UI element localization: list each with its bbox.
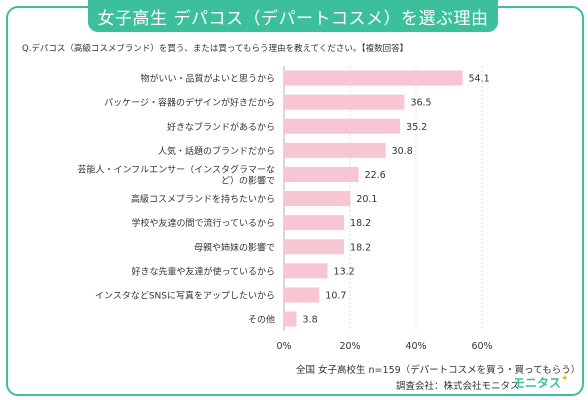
value-label: 18.2: [350, 218, 371, 229]
bar: [284, 311, 297, 327]
x-tick-label: 0%: [276, 341, 291, 352]
category-label: パッケージ・容器のデザインが好きだから: [104, 97, 275, 109]
x-tick-label: 60%: [471, 341, 492, 352]
bar: [284, 215, 345, 231]
bar: [284, 70, 463, 86]
category-label: その他: [248, 314, 275, 326]
monitas-logo: モニタス✦: [513, 374, 569, 391]
question-text: Q.デパコス（高級コスメブランド）を買う、または買ってもらう理由を教えてください…: [22, 44, 409, 54]
value-label: 22.6: [365, 170, 386, 181]
category-label: インスタなどSNSに写真をアップしたいから: [95, 289, 275, 301]
star-icon: ✦: [561, 374, 569, 384]
bar: [284, 239, 345, 255]
category-label: 芸能人・インフルエンサー（インスタグラマーな: [77, 163, 275, 175]
category-label: 好きなブランドがあるから: [167, 121, 275, 133]
bar: [284, 94, 405, 110]
value-label: 10.7: [325, 290, 346, 301]
x-tick-label: 40%: [405, 341, 426, 352]
bar: [284, 118, 401, 134]
x-tick-label: 20%: [339, 341, 360, 352]
sample-note: 全国 女子高校生 n=159（デパートコスメを買う・買ってもらう）: [296, 365, 581, 376]
bar: [284, 287, 320, 303]
bar: [284, 166, 359, 182]
title-banner: 女子高生 デパコス（デパートコスメ）を選ぶ理由: [88, 0, 498, 32]
category-label: 高級コスメブランドを持ちたいから: [131, 193, 275, 205]
category-label: 学校や友達の間で流行っているから: [131, 217, 275, 229]
category-label: 人気・話題のブランドだから: [158, 145, 275, 157]
category-label: 好きな先輩や友達が使っているから: [131, 265, 275, 277]
category-label: 物がいい・品質がよいと思うから: [140, 73, 275, 85]
chart-title: 女子高生 デパコス（デパートコスメ）を選ぶ理由: [97, 8, 489, 29]
survey-credit: 調査会社：株式会社モニタス: [396, 381, 520, 392]
value-label: 36.5: [410, 98, 431, 109]
value-label: 3.8: [303, 315, 318, 326]
value-label: 35.2: [406, 122, 427, 133]
category-label: ど）の影響で: [221, 174, 275, 186]
category-label: 母親や姉妹の影響で: [194, 241, 275, 253]
value-label: 13.2: [334, 266, 355, 277]
value-label: 54.1: [469, 74, 490, 85]
value-label: 20.1: [356, 194, 377, 205]
logo-text: モニタス: [513, 376, 562, 390]
value-label: 30.8: [392, 146, 413, 157]
bar: [284, 191, 351, 207]
value-label: 18.2: [350, 242, 371, 253]
bar: [284, 142, 386, 158]
bar: [284, 263, 328, 279]
